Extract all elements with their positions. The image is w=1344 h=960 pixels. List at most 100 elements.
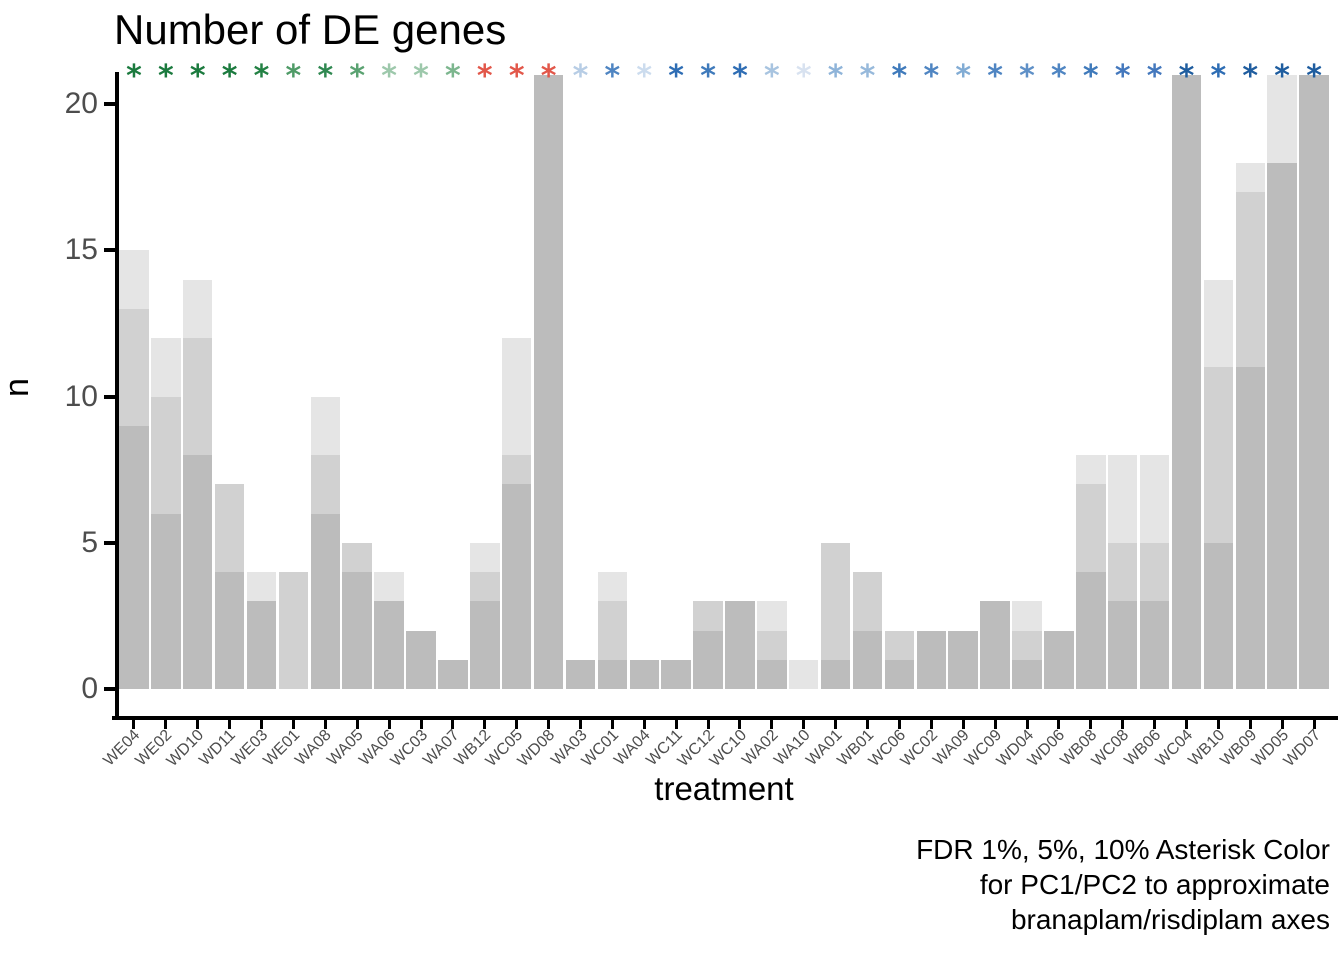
bar-fdr1-WB06 bbox=[1139, 601, 1170, 689]
x-tick-mark-WC08 bbox=[1121, 720, 1125, 729]
x-tick-mark-WD11 bbox=[228, 720, 232, 729]
significance-asterisk-WC02: * bbox=[923, 59, 940, 94]
y-tick-label-0: 0 bbox=[81, 672, 98, 705]
x-tick-mark-WE02 bbox=[164, 720, 168, 729]
significance-asterisk-WB10: * bbox=[1210, 59, 1227, 94]
significance-asterisk-WC04: * bbox=[1178, 59, 1195, 94]
significance-asterisk-WB08: * bbox=[1082, 59, 1099, 94]
significance-asterisk-WA09: * bbox=[955, 59, 972, 94]
bar-fdr1-WB10 bbox=[1203, 542, 1234, 689]
y-tick-mark-0 bbox=[104, 687, 115, 691]
bar-fdr1-WA07 bbox=[438, 659, 468, 689]
bar-fdr1-WD11 bbox=[214, 572, 245, 689]
bar-fdr10-WA10 bbox=[788, 659, 819, 689]
bar-fdr1-WA02 bbox=[757, 659, 787, 689]
bar-fdr1-WC04 bbox=[1171, 75, 1202, 689]
significance-asterisk-WB06: * bbox=[1146, 59, 1163, 94]
significance-asterisk-WD04: * bbox=[1019, 59, 1035, 94]
y-tick-label-5: 5 bbox=[81, 525, 98, 559]
x-tick-mark-WB06 bbox=[1153, 720, 1157, 729]
significance-asterisk-WD10: * bbox=[189, 59, 206, 94]
bar-fdr1-WA09 bbox=[948, 630, 978, 689]
bar-fdr1-WC09 bbox=[980, 601, 1010, 689]
x-tick-mark-WC03 bbox=[419, 720, 423, 729]
x-tick-mark-WA07 bbox=[451, 720, 455, 729]
x-tick-mark-WD05 bbox=[1280, 720, 1284, 729]
significance-asterisk-WD08: * bbox=[540, 59, 557, 94]
significance-asterisk-WB01: * bbox=[859, 59, 876, 94]
y-tick-mark-10 bbox=[104, 394, 115, 399]
significance-asterisk-WD06: * bbox=[1051, 59, 1067, 94]
y-axis-line bbox=[115, 72, 119, 720]
significance-asterisk-WE03: * bbox=[253, 59, 270, 94]
significance-asterisk-WC11: * bbox=[668, 59, 685, 94]
x-tick-mark-WE04 bbox=[132, 720, 136, 729]
bar-fdr1-WC06 bbox=[884, 659, 915, 689]
significance-asterisk-WC12: * bbox=[700, 59, 716, 94]
y-tick-mark-20 bbox=[104, 102, 115, 107]
significance-asterisk-WC08: * bbox=[1114, 59, 1131, 94]
x-tick-mark-WC06 bbox=[897, 720, 901, 729]
x-tick-label-WA05: WA05 bbox=[324, 726, 367, 770]
significance-asterisk-WD05: * bbox=[1274, 59, 1291, 94]
bar-fdr1-WC08 bbox=[1107, 601, 1138, 689]
x-tick-mark-WB08 bbox=[1089, 720, 1093, 729]
x-tick-mark-WC12 bbox=[706, 720, 710, 729]
x-tick-label-WA04: WA04 bbox=[611, 726, 654, 770]
bar-fdr1-WD05 bbox=[1267, 162, 1297, 689]
caption-line-1: FDR 1%, 5%, 10% Asterisk Color bbox=[916, 834, 1330, 865]
bar-fdr1-WB12 bbox=[470, 601, 500, 689]
bar-fdr1-WC05 bbox=[501, 484, 532, 689]
x-tick-mark-WA04 bbox=[642, 720, 646, 729]
x-tick-mark-WD08 bbox=[547, 720, 551, 729]
x-tick-mark-WA10 bbox=[802, 720, 806, 729]
significance-asterisk-WA10: * bbox=[795, 59, 812, 94]
bar-fdr1-WC01 bbox=[597, 659, 628, 689]
x-tick-label-WE03: WE03 bbox=[228, 726, 272, 770]
y-tick-label-15: 15 bbox=[64, 233, 98, 267]
bar-fdr1-WC03 bbox=[406, 630, 436, 689]
x-tick-mark-WA08 bbox=[323, 720, 327, 729]
bar-fdr1-WA08 bbox=[310, 513, 341, 689]
bar-fdr1-WA06 bbox=[374, 601, 404, 689]
bar-fdr1-WE02 bbox=[151, 513, 181, 689]
bar-fdr5-WE01 bbox=[278, 572, 309, 689]
significance-asterisk-WD11: * bbox=[221, 59, 238, 94]
x-tick-mark-WC05 bbox=[515, 720, 519, 729]
bar-fdr1-WD07 bbox=[1299, 75, 1329, 689]
x-axis-title: treatment bbox=[654, 770, 794, 807]
x-tick-mark-WC01 bbox=[610, 720, 614, 729]
bar-fdr1-WD10 bbox=[182, 455, 213, 689]
x-tick-label-WA02: WA02 bbox=[739, 726, 782, 770]
significance-asterisk-WA05: * bbox=[349, 59, 366, 94]
significance-asterisk-WE02: * bbox=[157, 59, 174, 94]
significance-asterisk-WC01: * bbox=[604, 59, 621, 94]
y-axis-title: n bbox=[0, 378, 36, 397]
x-tick-mark-WA02 bbox=[770, 720, 774, 729]
y-tick-label-10: 10 bbox=[64, 379, 98, 413]
x-axis-line bbox=[112, 716, 1338, 720]
significance-asterisk-WB09: * bbox=[1242, 59, 1259, 94]
chart-title: Number of DE genes bbox=[114, 6, 507, 53]
x-tick-mark-WA06 bbox=[387, 720, 391, 729]
x-tick-label-WA10: WA10 bbox=[770, 726, 814, 770]
x-tick-mark-WC10 bbox=[738, 720, 742, 729]
bar-fdr1-WA04 bbox=[629, 659, 659, 689]
y-tick-label-20: 20 bbox=[64, 87, 98, 121]
bar-fdr1-WD08 bbox=[533, 75, 564, 689]
significance-asterisk-WC06: * bbox=[891, 59, 908, 94]
bar-fdr1-WE03 bbox=[246, 601, 277, 689]
significance-asterisk-WA06: * bbox=[381, 59, 397, 94]
x-tick-mark-WE03 bbox=[260, 720, 264, 729]
significance-asterisk-WA02: * bbox=[763, 59, 780, 94]
x-tick-mark-WA01 bbox=[834, 720, 838, 729]
x-tick-mark-WB10 bbox=[1216, 720, 1220, 729]
significance-asterisk-WE01: * bbox=[285, 59, 302, 94]
x-tick-mark-WC09 bbox=[993, 720, 997, 729]
significance-asterisk-WA08: * bbox=[317, 59, 334, 94]
x-tick-mark-WD07 bbox=[1312, 720, 1316, 729]
x-tick-mark-WD10 bbox=[196, 720, 200, 729]
bar-fdr1-WE04 bbox=[119, 425, 149, 689]
significance-asterisk-WC10: * bbox=[732, 59, 748, 94]
